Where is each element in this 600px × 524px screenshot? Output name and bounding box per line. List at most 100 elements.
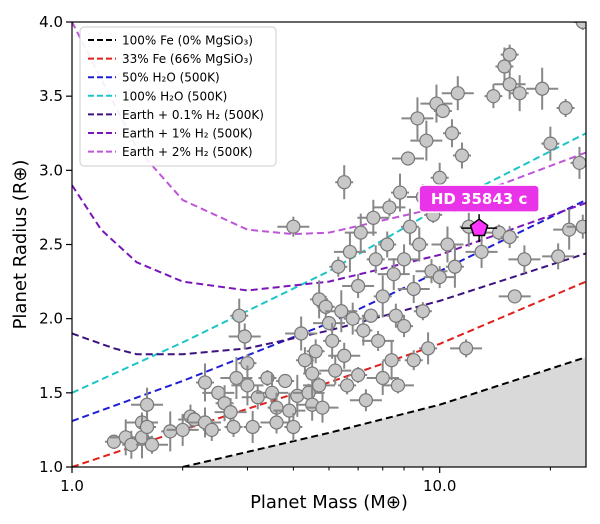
planet-point [357, 199, 390, 236]
y-tick-label: 1.0 [39, 458, 63, 476]
planet-point [276, 373, 295, 389]
planet-marker [402, 219, 418, 234]
planet-marker [406, 281, 421, 297]
planet-point [423, 266, 456, 289]
planet-marker [406, 353, 421, 368]
planet-marker [497, 59, 512, 74]
y-tick-label: 4.0 [39, 13, 63, 31]
planet-marker [286, 419, 301, 435]
planet-marker [384, 353, 399, 368]
planet-point [135, 435, 168, 454]
planet-marker [502, 229, 517, 245]
planet-marker [386, 267, 401, 282]
highlight-label-box [418, 184, 540, 213]
planet-marker [305, 366, 320, 381]
planet-point [316, 295, 335, 318]
planet-marker [337, 348, 352, 363]
planet-point [349, 367, 368, 384]
planet-point [410, 227, 429, 262]
planet-marker [388, 308, 403, 323]
planet-marker [382, 200, 397, 215]
planet-point [450, 339, 483, 358]
planet-point [362, 330, 395, 351]
highlight-label: HD 35843 c [431, 190, 528, 208]
planet-marker [315, 400, 330, 415]
planet-marker [334, 304, 349, 319]
planet-marker [375, 370, 390, 386]
legend-entry: 100% H₂O (500K) [88, 89, 227, 103]
planet-marker [260, 370, 275, 386]
planet-point [230, 298, 249, 333]
planet-point [231, 365, 264, 406]
planet-marker [396, 318, 412, 334]
planet-marker [269, 415, 284, 430]
planet-marker [318, 299, 333, 314]
planet-point [196, 363, 215, 402]
highlight-planet: HD 35843 c [418, 184, 540, 243]
planet-point [361, 308, 380, 323]
planet-marker [551, 249, 566, 264]
legend-entry: Earth + 0.1% H₂ (500K) [88, 108, 264, 122]
legend-entry: Earth + 2% H₂ (500K) [88, 145, 253, 159]
planet-marker [366, 210, 381, 225]
planet-marker [294, 326, 309, 341]
planet-marker [562, 222, 577, 237]
y-tick-label: 3.5 [39, 87, 63, 105]
planet-marker [223, 405, 238, 420]
planet-point [556, 99, 575, 118]
planet-point [285, 316, 318, 351]
legend-label: Earth + 2% H₂ (500K) [122, 145, 253, 159]
planet-marker [328, 363, 343, 378]
planet-point [431, 226, 464, 263]
planet-point [442, 119, 461, 148]
planet-point [397, 275, 430, 303]
planet-marker [371, 333, 386, 349]
planet-marker [415, 304, 430, 319]
planet-point [214, 398, 247, 427]
planet-marker [353, 225, 368, 240]
planet-point [373, 275, 392, 318]
planet-point [465, 235, 498, 268]
y-tick-label: 1.5 [39, 384, 63, 402]
planet-point [349, 389, 382, 412]
highlight-marker [469, 218, 489, 237]
planet-point [419, 332, 438, 365]
planet-marker [375, 289, 390, 304]
planet-point [391, 173, 410, 212]
axes: 1.0 10.0 1.0 1.5 2.0 2.5 3.0 3.5 4.0 [39, 13, 551, 495]
planet-marker [356, 323, 371, 338]
planet-marker [339, 378, 355, 393]
planet-marker [351, 367, 366, 383]
planet-marker [454, 148, 470, 163]
planet-marker [507, 289, 522, 304]
planet-point [510, 75, 529, 112]
planet-point [388, 244, 421, 275]
planet-marker [432, 170, 447, 185]
planet-marker [226, 419, 241, 435]
legend-label: 100% H₂O (500K) [122, 89, 227, 103]
planet-marker [543, 136, 558, 151]
planet-point [323, 322, 342, 359]
planet-marker [572, 155, 586, 171]
planet-marker [163, 424, 178, 439]
planet-point [413, 302, 432, 321]
planet-marker [575, 219, 586, 234]
planet-marker [419, 133, 434, 148]
planet-marker [450, 86, 465, 101]
planet-point [445, 245, 464, 288]
planet-marker [575, 22, 586, 30]
planet-marker [444, 126, 460, 141]
planet-point [433, 103, 452, 119]
planet-point [284, 412, 303, 441]
planet-marker [139, 397, 155, 412]
planet-marker [459, 341, 474, 356]
planet-point [410, 120, 443, 161]
planet-point [306, 392, 339, 423]
legend-label: 50% H₂O (500K) [122, 71, 220, 85]
planet-point [542, 243, 575, 270]
x-tick-label: 1.0 [60, 477, 84, 495]
planet-point [566, 214, 586, 239]
planet-marker [250, 390, 265, 405]
legend-entry: Earth + 1% H₂ (500K) [88, 127, 253, 141]
